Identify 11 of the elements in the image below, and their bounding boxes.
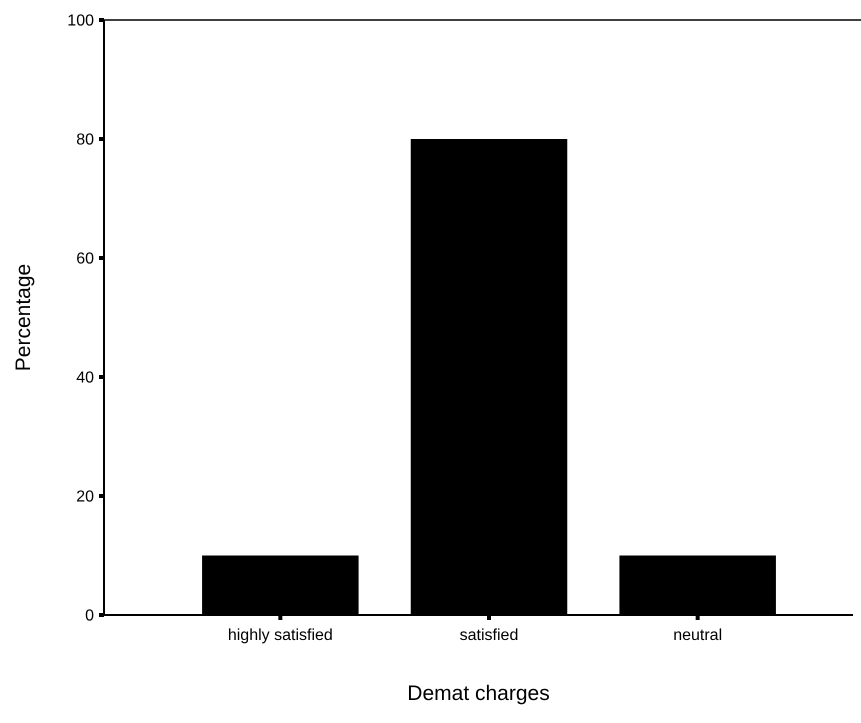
y-tick-label: 0 (85, 608, 94, 625)
x-axis-title: Demat charges (407, 682, 550, 705)
x-tick-label: satisfied (460, 627, 518, 644)
y-tick-label: 100 (67, 12, 94, 30)
y-tick-label: 20 (76, 488, 94, 506)
x-tick-label: highly satisfied (228, 627, 333, 644)
y-axis-title: Percentage (12, 264, 35, 372)
y-tick-label: 80 (76, 132, 94, 149)
y-tick-label: 40 (76, 370, 94, 387)
y-tick-label: 60 (76, 250, 94, 268)
x-tick-label: neutral (673, 627, 722, 644)
